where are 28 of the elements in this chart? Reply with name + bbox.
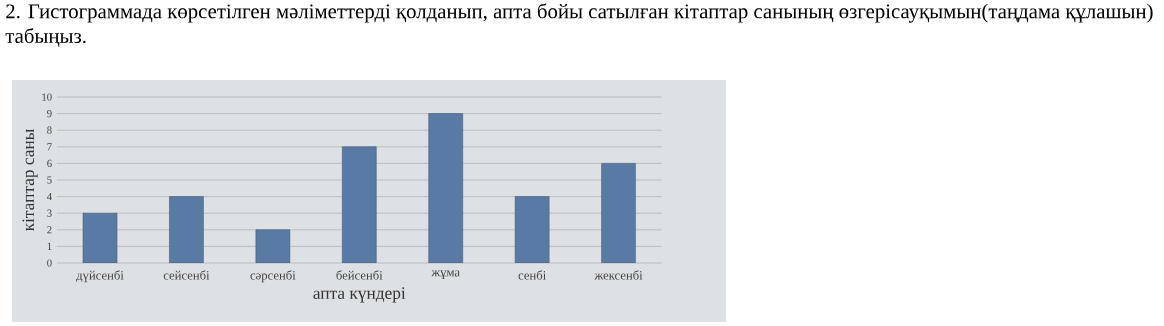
x-tick-label: жексенбі bbox=[594, 270, 643, 280]
y-tick-label: 9 bbox=[47, 110, 52, 118]
y-tick-label: 10 bbox=[42, 93, 52, 101]
bar bbox=[342, 146, 377, 263]
x-tick-label: дүйсенбі bbox=[76, 270, 124, 283]
y-tick-label: 8 bbox=[47, 126, 52, 134]
y-tick-label: 7 bbox=[47, 143, 52, 151]
bar bbox=[255, 229, 291, 263]
x-tick-label: жұма bbox=[431, 270, 460, 280]
y-tick-label: 5 bbox=[47, 176, 52, 184]
y-tick-label: 3 bbox=[47, 209, 52, 217]
y-axis-title: кітаптар саны bbox=[22, 129, 38, 232]
y-tick-label: 2 bbox=[47, 226, 52, 234]
bar bbox=[601, 163, 636, 263]
chart-title: 2. Гистограммада көрсетілген мәліметтерді қолданып, апта бойы сатылған кітаптар санының өзгерісауқымын(таңдама құлашын) табыңыз. bbox=[5, 3, 1153, 47]
y-tick-label: 0 bbox=[47, 259, 52, 267]
y-tick-label: 1 bbox=[47, 242, 52, 250]
bar bbox=[428, 113, 463, 263]
bar bbox=[169, 196, 204, 263]
x-tick-label: сәрсенбі bbox=[250, 270, 296, 283]
bar bbox=[82, 212, 118, 263]
x-tick-label: сенбі bbox=[518, 270, 546, 280]
x-tick-label: бейсенбі bbox=[336, 270, 383, 280]
x-axis-title: апта күндері bbox=[313, 287, 406, 303]
y-tick-label: 6 bbox=[47, 159, 52, 167]
y-tick-label: 4 bbox=[46, 193, 52, 201]
x-tick-label: сейсенбі bbox=[163, 270, 210, 280]
bar bbox=[514, 196, 550, 263]
